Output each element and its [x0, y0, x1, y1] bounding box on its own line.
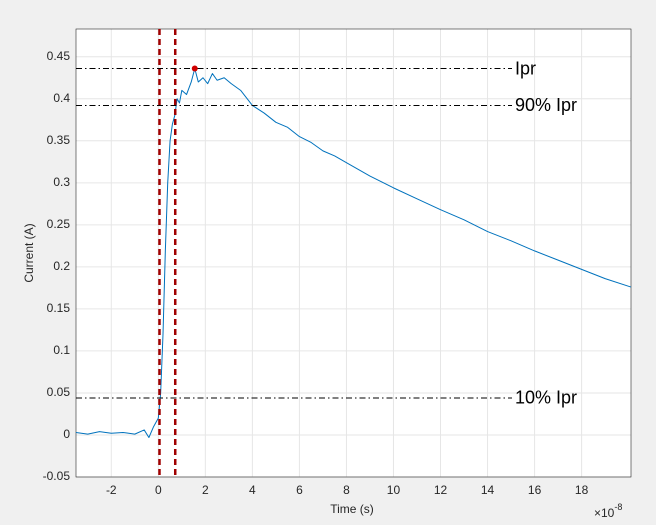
x-tick-label: 16 — [528, 483, 542, 497]
x-tick-label: 0 — [155, 483, 162, 497]
x-tick-label: 18 — [575, 483, 589, 497]
x-tick-label: 8 — [343, 483, 350, 497]
x-tick-label: -2 — [106, 483, 117, 497]
x-tick-label: 14 — [481, 483, 495, 497]
y-tick-label: 0.1 — [53, 343, 70, 357]
y-tick-label: 0.4 — [53, 91, 70, 105]
x-multiplier-exponent: -8 — [614, 502, 622, 512]
y-tick-label: -0.05 — [43, 469, 71, 483]
x-multiplier: ×10-8 — [594, 502, 622, 520]
reference-label: 90% Ipr — [515, 95, 577, 115]
x-tick-label: 4 — [249, 483, 256, 497]
x-tick-label: 12 — [434, 483, 448, 497]
y-tick-label: 0.15 — [47, 301, 71, 315]
y-axis-label: Current (A) — [22, 223, 36, 282]
x-axis-label: Time (s) — [330, 502, 374, 516]
y-tick-label: 0.25 — [47, 217, 71, 231]
y-tick-label: 0 — [63, 427, 70, 441]
axes-box — [75, 28, 632, 478]
reference-label: Ipr — [515, 58, 536, 78]
x-multiplier-base: ×10 — [594, 506, 615, 520]
y-tick-label: 0.3 — [53, 175, 70, 189]
x-tick-label: 2 — [202, 483, 209, 497]
plot-area — [76, 29, 631, 477]
y-tick-label: 0.35 — [47, 133, 71, 147]
y-tick-label: 0.05 — [47, 385, 71, 399]
reference-label: 10% Ipr — [515, 388, 577, 408]
signal-line — [75, 68, 632, 438]
x-tick-label: 10 — [387, 483, 401, 497]
peak-marker — [191, 65, 198, 72]
y-tick-label: 0.45 — [47, 49, 71, 63]
x-tick-label: 6 — [296, 483, 303, 497]
y-tick-label: 0.2 — [53, 259, 70, 273]
